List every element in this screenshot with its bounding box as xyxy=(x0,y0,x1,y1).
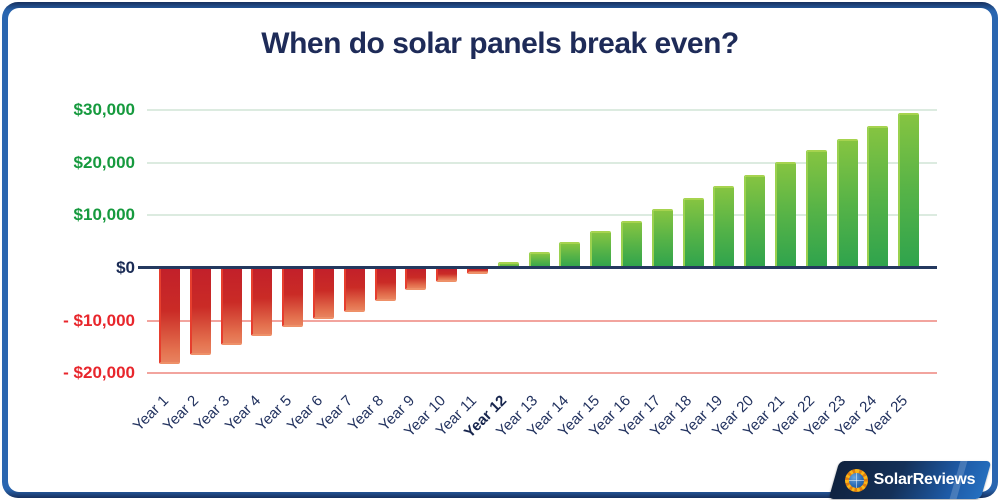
bar xyxy=(898,113,920,268)
bar xyxy=(374,269,396,301)
gridline xyxy=(147,319,937,322)
y-axis-tick-label: $30,000 xyxy=(73,100,135,120)
bar xyxy=(682,197,704,268)
y-axis-tick-label: - $20,000 xyxy=(63,363,135,383)
logo-text: SolarReviews xyxy=(873,471,976,488)
globe-icon xyxy=(848,472,864,488)
bar xyxy=(251,269,273,337)
bar xyxy=(159,269,180,364)
gridline xyxy=(147,109,937,112)
frame-inner xyxy=(8,8,992,492)
bar xyxy=(467,269,488,275)
y-axis-tick-label: $0 xyxy=(116,258,135,277)
bar xyxy=(436,269,458,283)
bar xyxy=(220,269,242,346)
bar xyxy=(867,125,889,268)
bar xyxy=(744,174,766,268)
bar xyxy=(282,269,304,328)
logo-content: SolarReviews xyxy=(834,461,986,499)
bar xyxy=(775,162,796,268)
zero-axis-line xyxy=(138,266,937,269)
bar xyxy=(590,231,612,268)
y-axis-tick-label: - $10,000 xyxy=(63,310,135,330)
bar xyxy=(528,252,550,268)
y-axis-tick-label: $20,000 xyxy=(73,152,135,172)
bar xyxy=(343,269,365,312)
chart-title: When do solar panels break even? xyxy=(261,27,739,60)
bar xyxy=(713,186,735,268)
bar xyxy=(836,138,858,268)
bar xyxy=(805,150,827,268)
solarreviews-logo: SolarReviews xyxy=(828,461,992,499)
bar xyxy=(405,269,427,291)
bar xyxy=(313,269,334,320)
bar xyxy=(621,220,642,268)
sun-icon xyxy=(844,468,868,492)
bar xyxy=(559,241,581,268)
gridline xyxy=(147,372,937,375)
y-axis-tick-label: $10,000 xyxy=(73,205,135,225)
bar xyxy=(497,261,519,268)
bar xyxy=(651,209,673,268)
gridline xyxy=(147,161,937,164)
bar xyxy=(189,269,211,356)
gridline xyxy=(147,214,937,217)
